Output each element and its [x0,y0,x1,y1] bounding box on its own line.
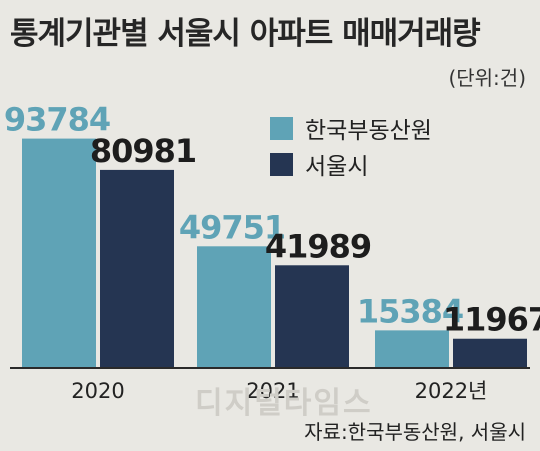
bar-1-2020 [22,138,96,368]
data-label-2-2022년: 11967 [443,301,540,339]
legend-swatch-series-2 [270,152,293,176]
legend-label-series-2: 서울시 [305,154,369,180]
legend: 한국부동산원 서울시 [270,110,432,182]
bar-1-2021 [197,246,271,368]
bar-2-2020 [100,169,174,368]
legend-item-series-1: 한국부동산원 [270,110,432,146]
x-tick-label-2021: 2021 [246,379,299,403]
unit-label: (단위:건) [448,66,526,90]
bar-2-2022년 [453,338,527,368]
data-label-1-2021: 49751 [179,208,285,246]
data-label-2-2021: 41989 [265,227,371,265]
data-label-1-2022년: 15384 [357,292,463,330]
chart-title: 통계기관별 서울시 아파트 매매거래량 [10,16,481,52]
data-label-2-2020: 80981 [90,132,196,170]
legend-label-series-1: 한국부동산원 [305,118,432,144]
legend-swatch-series-1 [270,116,293,140]
source-note: 자료:한국부동산원, 서울시 [304,420,526,444]
bar-1-2022년 [375,330,449,368]
watermark: 디지털타임스 [195,386,373,421]
x-tick-label-2022년: 2022년 [415,379,488,403]
bar-2-2021 [275,265,349,368]
data-label-1-2020: 93784 [4,101,110,139]
x-tick-label-2020: 2020 [71,379,124,403]
legend-item-series-2: 서울시 [270,146,432,182]
